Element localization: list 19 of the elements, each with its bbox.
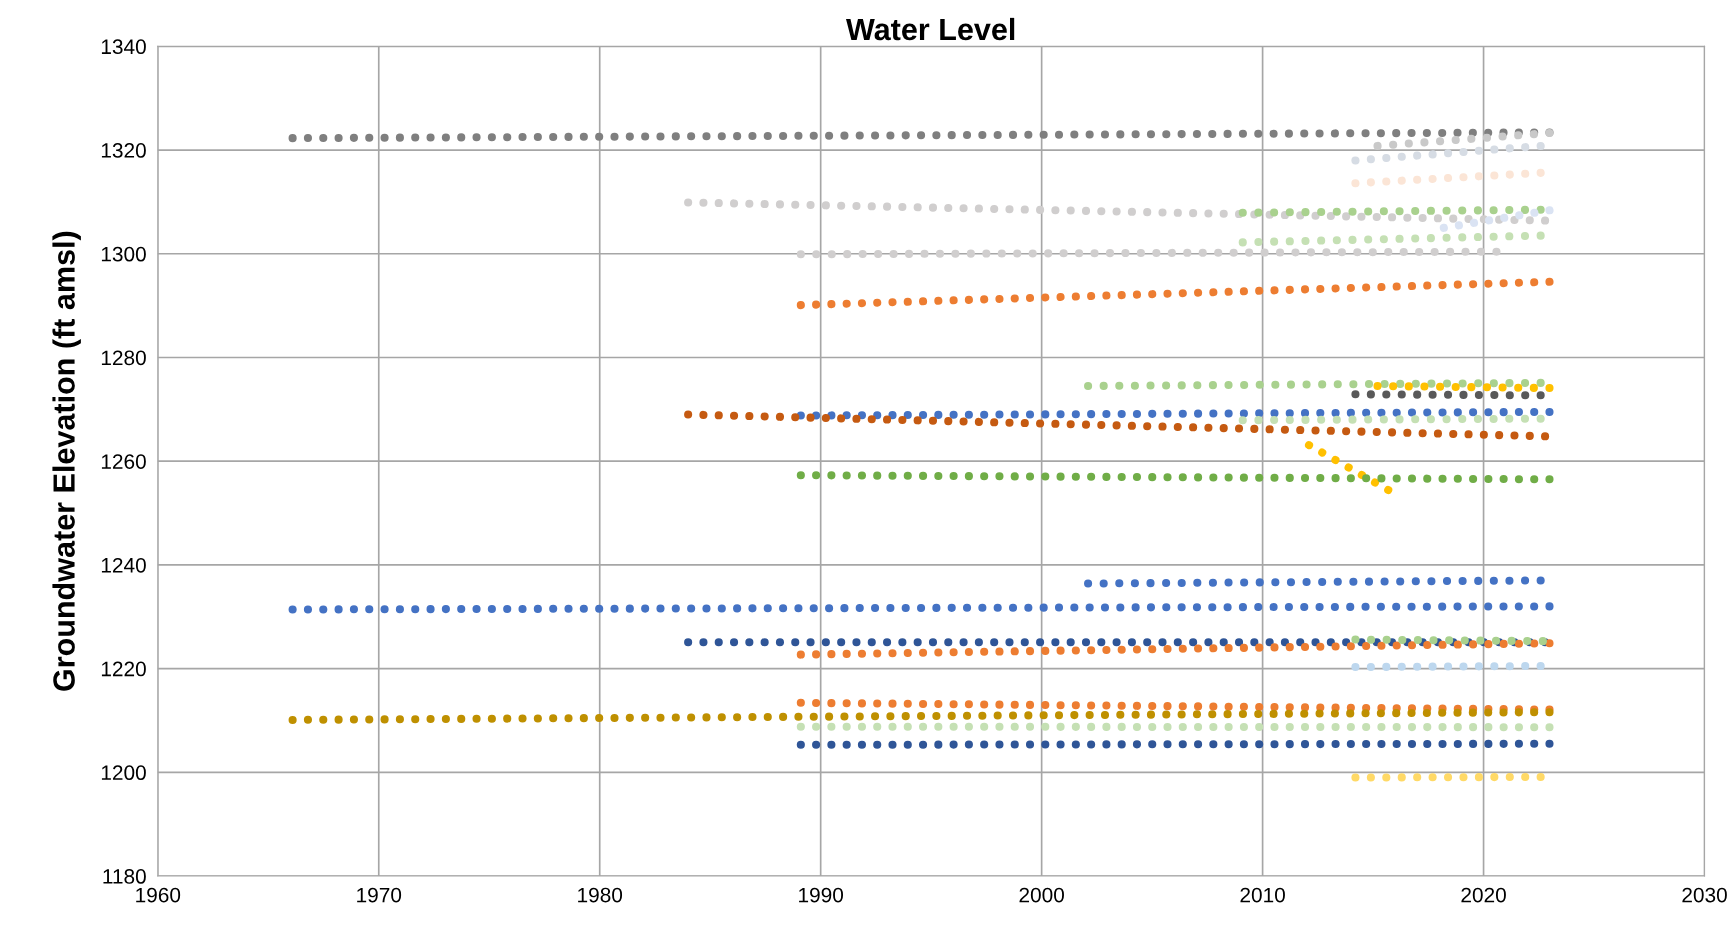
chart-title: Water Level <box>846 17 1015 41</box>
y-tick-label: 1200 <box>101 765 146 781</box>
x-tick-label: 2010 <box>1240 887 1285 903</box>
y-tick-label: 1240 <box>101 557 146 573</box>
y-tick-label: 1180 <box>103 869 146 884</box>
y-tick-label: 1300 <box>101 246 146 262</box>
x-tick-label: 1990 <box>799 887 844 903</box>
x-tick-label: 2020 <box>1461 887 1506 903</box>
y-tick-label: 1280 <box>101 350 146 366</box>
y-tick-label: 1220 <box>101 661 146 677</box>
y-tick-label: 1260 <box>101 454 146 469</box>
x-tick-label: 1970 <box>357 887 402 903</box>
y-axis-title: Groundwater Elevation (ft amsl) <box>52 231 81 691</box>
x-tick-label: 1960 <box>136 887 181 903</box>
y-tick-label: 1340 <box>101 39 146 55</box>
x-tick-label: 1980 <box>578 887 623 903</box>
x-tick-label: 2000 <box>1019 887 1064 903</box>
y-tick-label: 1320 <box>101 143 146 158</box>
x-tick-label: 2030 <box>1682 887 1727 903</box>
